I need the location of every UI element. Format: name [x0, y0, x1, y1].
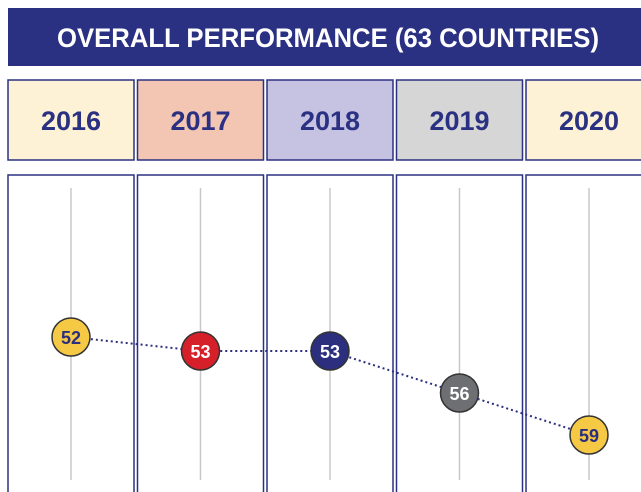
rank-label: 59 [579, 426, 599, 446]
year-label: 2020 [559, 106, 619, 136]
rank-point [569, 415, 609, 455]
rank-point [51, 317, 91, 357]
header-cell [525, 79, 641, 161]
title-bar [8, 8, 641, 66]
rank-label: 53 [190, 342, 210, 362]
rank-point [180, 331, 221, 371]
header-cell [7, 79, 135, 161]
year-label: 2019 [429, 106, 489, 136]
header-cell [395, 79, 524, 161]
rank-line [70, 336, 590, 436]
rank-label: 53 [320, 342, 340, 362]
rank-label: 56 [449, 384, 469, 404]
year-label: 2017 [170, 106, 230, 136]
header-cell [266, 79, 394, 161]
chart-title: OVERALL PERFORMANCE (63 COUNTRIES) [57, 23, 599, 53]
header-cell [136, 79, 265, 161]
rank-point [310, 331, 350, 371]
year-label: 2018 [300, 106, 360, 136]
year-label: 2016 [41, 106, 101, 136]
rank-label: 52 [61, 328, 81, 348]
rank-point [439, 373, 480, 413]
